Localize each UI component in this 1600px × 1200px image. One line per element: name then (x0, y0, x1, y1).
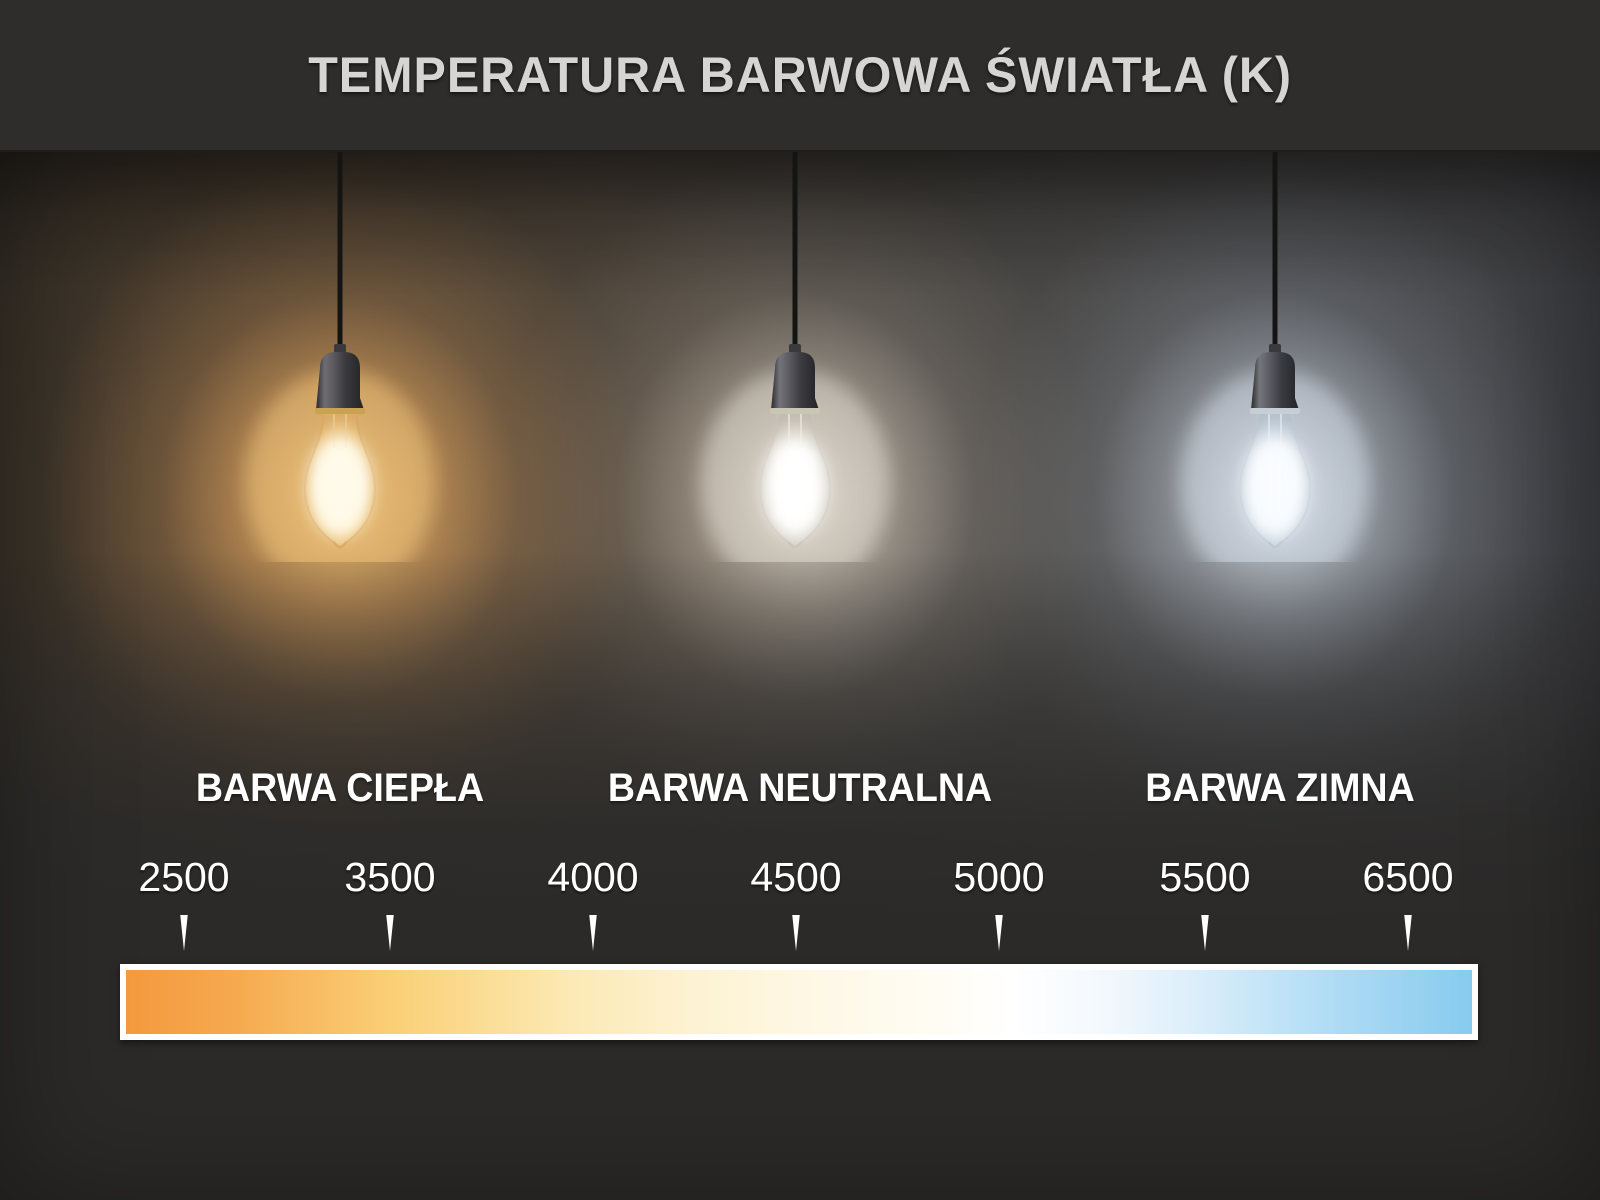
lamp-warm-icon (245, 152, 435, 562)
page-title: TEMPERATURA BARWOWA ŚWIATŁA (K) (308, 47, 1292, 103)
column-label-warm: BARWA CIEPŁA (195, 766, 485, 810)
tick-value: 5000 (953, 854, 1045, 900)
tick-value: 3500 (344, 854, 436, 900)
column-label-neutral: BARWA NEUTRALNA (607, 766, 993, 810)
bulb-socket (1251, 352, 1299, 410)
pendant-cord (337, 152, 343, 352)
lamp-cold-icon (1180, 152, 1370, 562)
tick-pointer-icon (589, 915, 597, 951)
tick-pointer-icon (386, 915, 394, 951)
header-bar: TEMPERATURA BARWOWA ŚWIATŁA (K) (0, 0, 1600, 150)
tick-pointer-icon (1201, 915, 1209, 951)
temperature-gradient-bar-fill (126, 970, 1472, 1034)
lamp-neutral-icon (700, 152, 890, 562)
tick-value: 2500 (138, 854, 230, 900)
tick-value: 5500 (1159, 854, 1251, 900)
bulb-filament (777, 444, 813, 532)
socket-rim (770, 408, 820, 414)
tick-value: 4500 (750, 854, 842, 900)
temperature-gradient-bar (120, 964, 1478, 1040)
pendant-cord (792, 152, 798, 352)
tick-value: 4000 (547, 854, 639, 900)
bulb-filament (322, 444, 358, 532)
scale-tick: 3500 (344, 854, 436, 951)
pendant-cord (1272, 152, 1278, 352)
bulb-socket (771, 352, 819, 410)
tick-pointer-icon (1404, 915, 1412, 951)
scale-tick: 5000 (953, 854, 1045, 951)
scale-tick: 4000 (547, 854, 639, 951)
socket-rim (315, 408, 365, 414)
column-label-cold: BARWA ZIMNA (1145, 766, 1415, 810)
bulb-tip (333, 541, 347, 549)
socket-rim (1250, 408, 1300, 414)
scale-tick: 5500 (1159, 854, 1251, 951)
bulb-tip (1268, 541, 1282, 549)
scale-tick: 2500 (138, 854, 230, 951)
bulb-filament (1257, 444, 1293, 532)
scale-tick: 6500 (1362, 854, 1454, 951)
tick-pointer-icon (995, 915, 1003, 951)
bulb-socket (316, 352, 364, 410)
tick-pointer-icon (180, 915, 188, 951)
tick-pointer-icon (792, 915, 800, 951)
wall-background: BARWA CIEPŁA BARWA NEUTRALNA BARWA ZIMNA… (0, 150, 1600, 1200)
bulb-tip (788, 541, 802, 549)
tick-value: 6500 (1362, 854, 1454, 900)
scale-tick: 4500 (750, 854, 842, 951)
